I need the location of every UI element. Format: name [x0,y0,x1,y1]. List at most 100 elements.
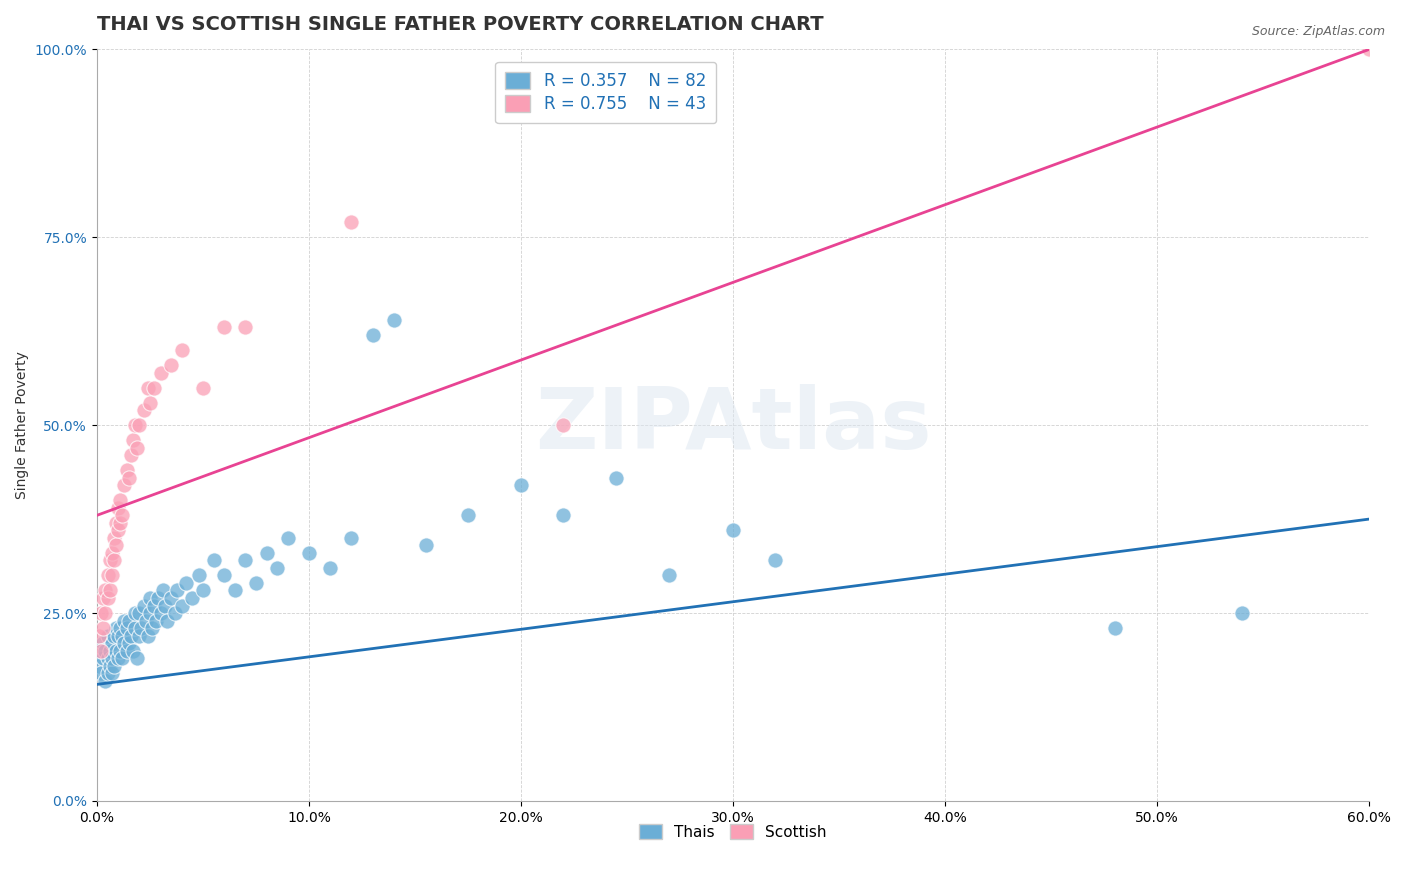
Point [340,531,363,545]
Point [266,561,288,575]
Point [103,629,125,643]
Point [115,463,138,477]
Point [118,636,141,650]
Point [132,403,155,417]
Point [139,395,162,409]
Point [141,621,163,635]
Point [122,643,145,657]
Point [100,636,122,650]
Point [143,599,166,613]
Point [1104,621,1126,635]
Point [763,553,786,567]
Point [212,320,235,334]
Point [100,546,122,560]
Point [457,508,479,523]
Point [118,471,141,485]
Point [382,313,405,327]
Point [202,553,225,567]
Point [107,524,129,538]
Point [94,583,117,598]
Point [191,381,214,395]
Point [94,643,117,657]
Point [107,629,129,643]
Point [139,591,162,605]
Point [110,493,132,508]
Point [152,583,174,598]
Point [90,606,112,620]
Point [160,358,183,372]
Point [100,651,122,665]
Point [90,643,112,657]
Point [124,418,146,433]
Point [131,621,153,635]
Point [96,591,118,605]
Point [170,599,193,613]
Y-axis label: Single Father Poverty: Single Father Poverty [15,351,30,500]
Point [153,599,176,613]
Point [127,651,149,665]
Point [115,621,138,635]
Point [104,643,127,657]
Point [187,568,209,582]
Point [181,591,204,605]
Point [103,531,125,545]
Point [98,658,121,673]
Text: ZIPAtlas: ZIPAtlas [534,384,931,467]
Point [104,621,127,635]
Point [156,614,179,628]
Legend: Thais, Scottish: Thais, Scottish [633,818,832,846]
Point [91,636,114,650]
Point [91,591,114,605]
Point [111,508,134,523]
Point [114,478,136,492]
Point [233,553,256,567]
Point [104,516,127,530]
Point [191,583,214,598]
Point [122,433,145,447]
Text: Source: ZipAtlas.com: Source: ZipAtlas.com [1251,25,1385,38]
Point [132,599,155,613]
Point [96,666,118,681]
Point [143,381,166,395]
Point [98,583,121,598]
Point [128,606,150,620]
Point [87,629,110,643]
Point [149,366,172,380]
Point [114,614,136,628]
Point [110,621,132,635]
Point [118,614,141,628]
Point [277,531,299,545]
Point [145,614,167,628]
Point [114,636,136,650]
Point [91,651,114,665]
Point [224,583,246,598]
Point [100,568,122,582]
Point [96,568,118,582]
Point [96,629,118,643]
Point [148,591,170,605]
Point [149,606,172,620]
Point [136,629,159,643]
Point [124,606,146,620]
Point [120,448,142,462]
Point [1230,606,1253,620]
Point [110,516,132,530]
Point [94,606,117,620]
Point [553,418,575,433]
Point [340,215,363,229]
Point [721,524,744,538]
Point [319,561,342,575]
Point [174,576,197,591]
Point [245,576,267,591]
Point [658,568,681,582]
Point [136,381,159,395]
Point [111,629,134,643]
Point [110,643,132,657]
Point [361,328,384,343]
Point [87,658,110,673]
Point [165,606,187,620]
Point [128,629,150,643]
Point [124,621,146,635]
Point [256,546,278,560]
Point [1358,42,1381,56]
